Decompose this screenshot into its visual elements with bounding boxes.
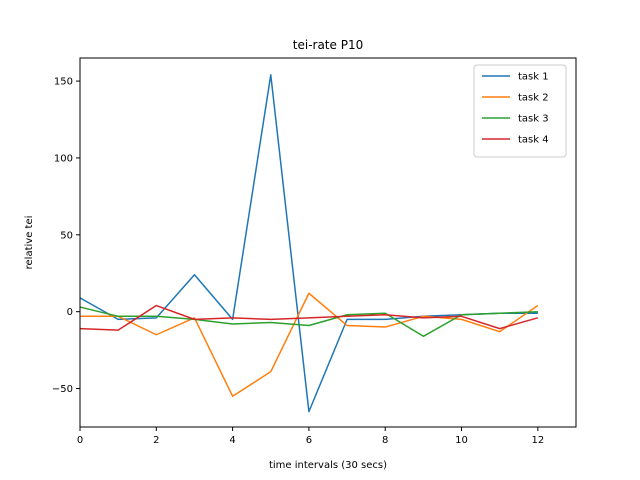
x-tick-label: 10 [455,435,468,446]
x-axis-label: time intervals (30 secs) [269,460,387,471]
y-tick-label: 0 [67,307,73,318]
x-tick-label: 2 [153,435,159,446]
x-tick-label: 4 [229,435,235,446]
legend-label: task 1 [518,72,549,83]
y-tick-label: 50 [60,230,73,241]
y-tick-label: 100 [54,153,73,164]
y-tick-label: 150 [54,77,73,88]
legend: task 1 task 2 task 3 task 4 [473,64,567,158]
series-line-task-2 [80,292,539,397]
chart-title: tei-rate P10 [293,38,363,52]
series-layer [79,74,539,413]
legend-label: task 2 [518,93,549,104]
legend-box [473,64,567,158]
x-tick-label: 12 [531,435,544,446]
series-line-task-4 [79,304,539,331]
y-tick-label: −50 [52,384,73,395]
y-axis-label: relative tei [24,216,35,270]
x-tick-label: 0 [77,435,83,446]
series-line-task-1 [79,74,538,413]
legend-label: task 4 [518,135,549,146]
legend-label: task 3 [518,114,549,125]
x-axis: 0 2 4 6 8 10 12 [77,427,544,446]
x-tick-label: 6 [306,435,312,446]
y-axis: −50 0 50 100 150 [52,77,80,395]
x-tick-label: 8 [382,435,388,446]
series-line-task-3 [79,306,538,338]
plot-frame [79,57,577,428]
